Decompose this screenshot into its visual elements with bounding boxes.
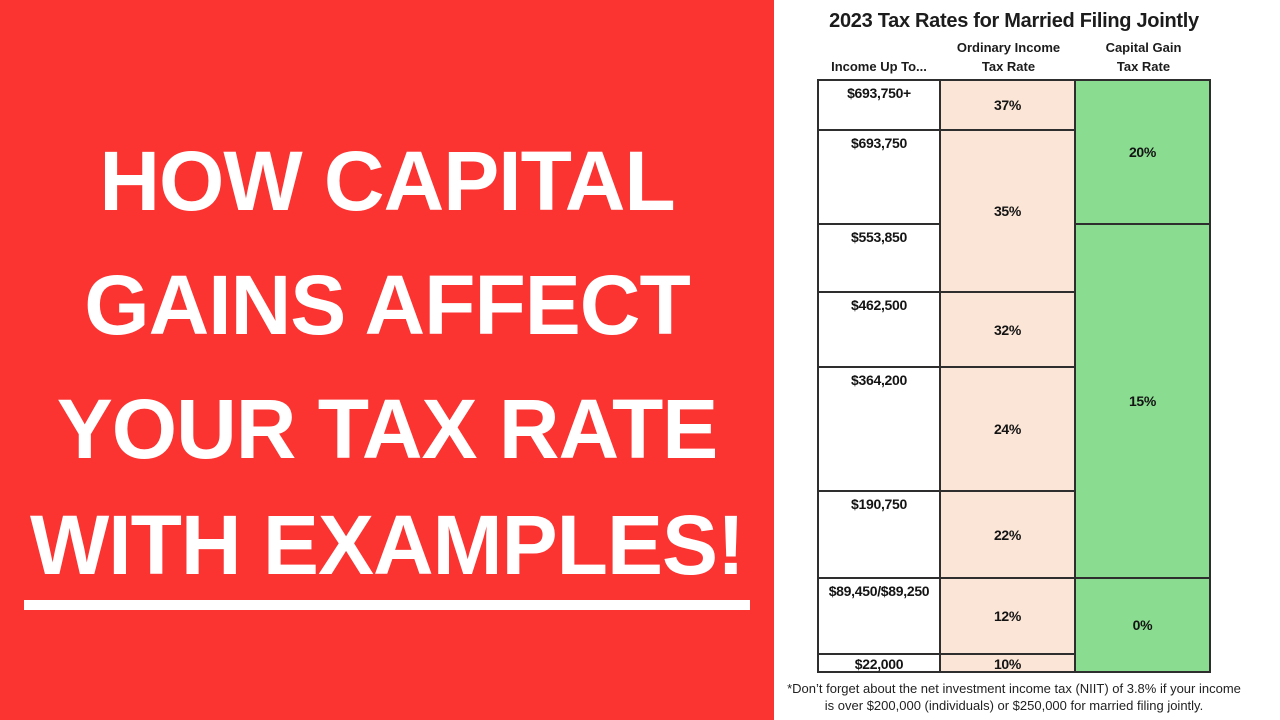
income-cell-364200: $364,200 xyxy=(818,367,940,491)
income-cell-22000: $22,000 xyxy=(818,654,940,672)
tax-table: $693,750+ $693,750 $553,850 $462,500 $36… xyxy=(817,79,1211,673)
income-cell-553850: $553,850 xyxy=(818,224,940,292)
capital-rate-cell-15: 15% xyxy=(1075,224,1210,578)
headline-panel: HOW CAPITAL GAINS AFFECT YOUR TAX RATE W… xyxy=(0,0,774,720)
headline-line-2: GAINS AFFECT xyxy=(84,257,691,352)
headline-line-1: HOW CAPITAL xyxy=(99,133,675,228)
tax-table-content: 2023 Tax Rates for Married Filing Jointl… xyxy=(774,8,1254,714)
income-cell-190750: $190,750 xyxy=(818,491,940,578)
ordinary-rate-cell-35: 35% xyxy=(940,130,1075,292)
ordinary-rate-cell-22: 22% xyxy=(940,491,1075,578)
ordinary-rate-cell-24: 24% xyxy=(940,367,1075,491)
income-cell-89450: $89,450/$89,250 xyxy=(818,578,940,654)
table-column-headers: Income Up To... Ordinary Income Tax Rate… xyxy=(817,34,1211,77)
headline-text-block: HOW CAPITAL GAINS AFFECT YOUR TAX RATE W… xyxy=(24,105,750,615)
tax-table-panel: 2023 Tax Rates for Married Filing Jointl… xyxy=(774,0,1280,720)
niit-footnote-line2: is over $200,000 (individuals) or $250,0… xyxy=(824,697,1204,713)
capital-rate-cell-0: 0% xyxy=(1075,578,1210,672)
column-header-income: Income Up To... xyxy=(817,57,941,77)
capital-rate-cell-20: 20% xyxy=(1075,80,1210,224)
ordinary-rate-cell-32: 32% xyxy=(940,292,1075,367)
column-header-ordinary-line1: Ordinary Income xyxy=(956,40,1061,55)
column-header-capital-line1: Capital Gain xyxy=(1105,40,1182,55)
column-header-capital-line2: Tax Rate xyxy=(1116,59,1171,74)
headline-line-4: WITH EXAMPLES! xyxy=(24,491,750,615)
headline-underlined-text: WITH EXAMPLES! xyxy=(24,497,750,610)
column-header-ordinary-line2: Tax Rate xyxy=(981,59,1036,74)
column-header-income-label: Income Up To... xyxy=(831,59,927,74)
ordinary-rate-cell-12: 12% xyxy=(940,578,1075,654)
table-title: 2023 Tax Rates for Married Filing Jointl… xyxy=(829,10,1199,32)
headline-line-3: YOUR TAX RATE xyxy=(56,381,719,476)
income-cell-693750-plus: $693,750+ xyxy=(818,80,940,130)
niit-footnote-line1: *Don’t forget about the net investment i… xyxy=(787,681,1241,696)
niit-footnote: *Don’t forget about the net investment i… xyxy=(774,681,1254,714)
column-header-capital-gain: Capital Gain Tax Rate xyxy=(1076,38,1211,77)
ordinary-rate-cell-37: 37% xyxy=(940,80,1075,130)
income-cell-462500: $462,500 xyxy=(818,292,940,367)
ordinary-rate-cell-10: 10% xyxy=(940,654,1075,672)
income-cell-693750: $693,750 xyxy=(818,130,940,224)
column-header-ordinary-income: Ordinary Income Tax Rate xyxy=(941,38,1076,77)
